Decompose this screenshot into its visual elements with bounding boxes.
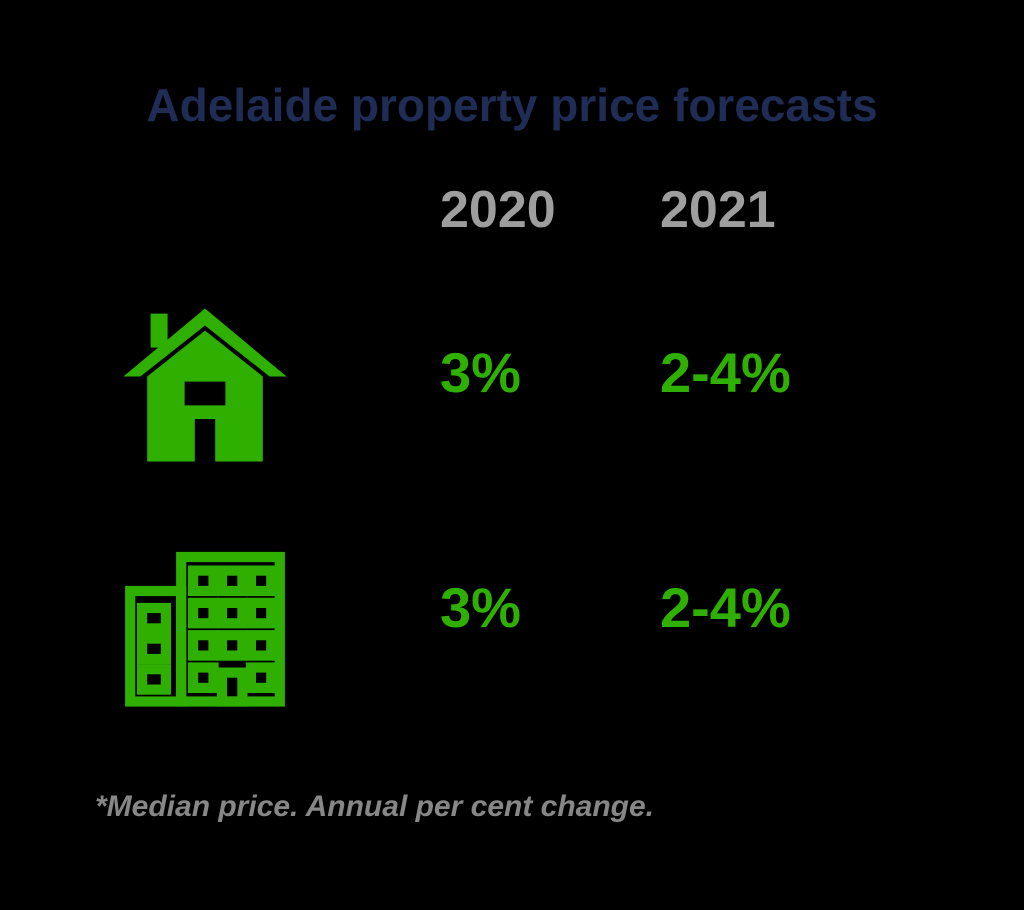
apartment-icon [120, 540, 290, 710]
infographic-canvas: Adelaide property price forecasts 2020 2… [0, 0, 1024, 910]
infographic-title: Adelaide property price forecasts [0, 78, 1024, 132]
apartment-icon-svg [120, 540, 290, 710]
column-header-2020: 2020 [440, 180, 556, 240]
column-header-2021: 2021 [660, 180, 776, 240]
apartment-2021-value: 2-4% [660, 575, 791, 640]
footnote: *Median price. Annual per cent change. [95, 790, 654, 824]
house-icon [120, 300, 290, 470]
house-2021-value: 2-4% [660, 340, 791, 405]
house-icon-svg [120, 300, 290, 470]
house-2020-value: 3% [440, 340, 521, 405]
apartment-2020-value: 3% [440, 575, 521, 640]
